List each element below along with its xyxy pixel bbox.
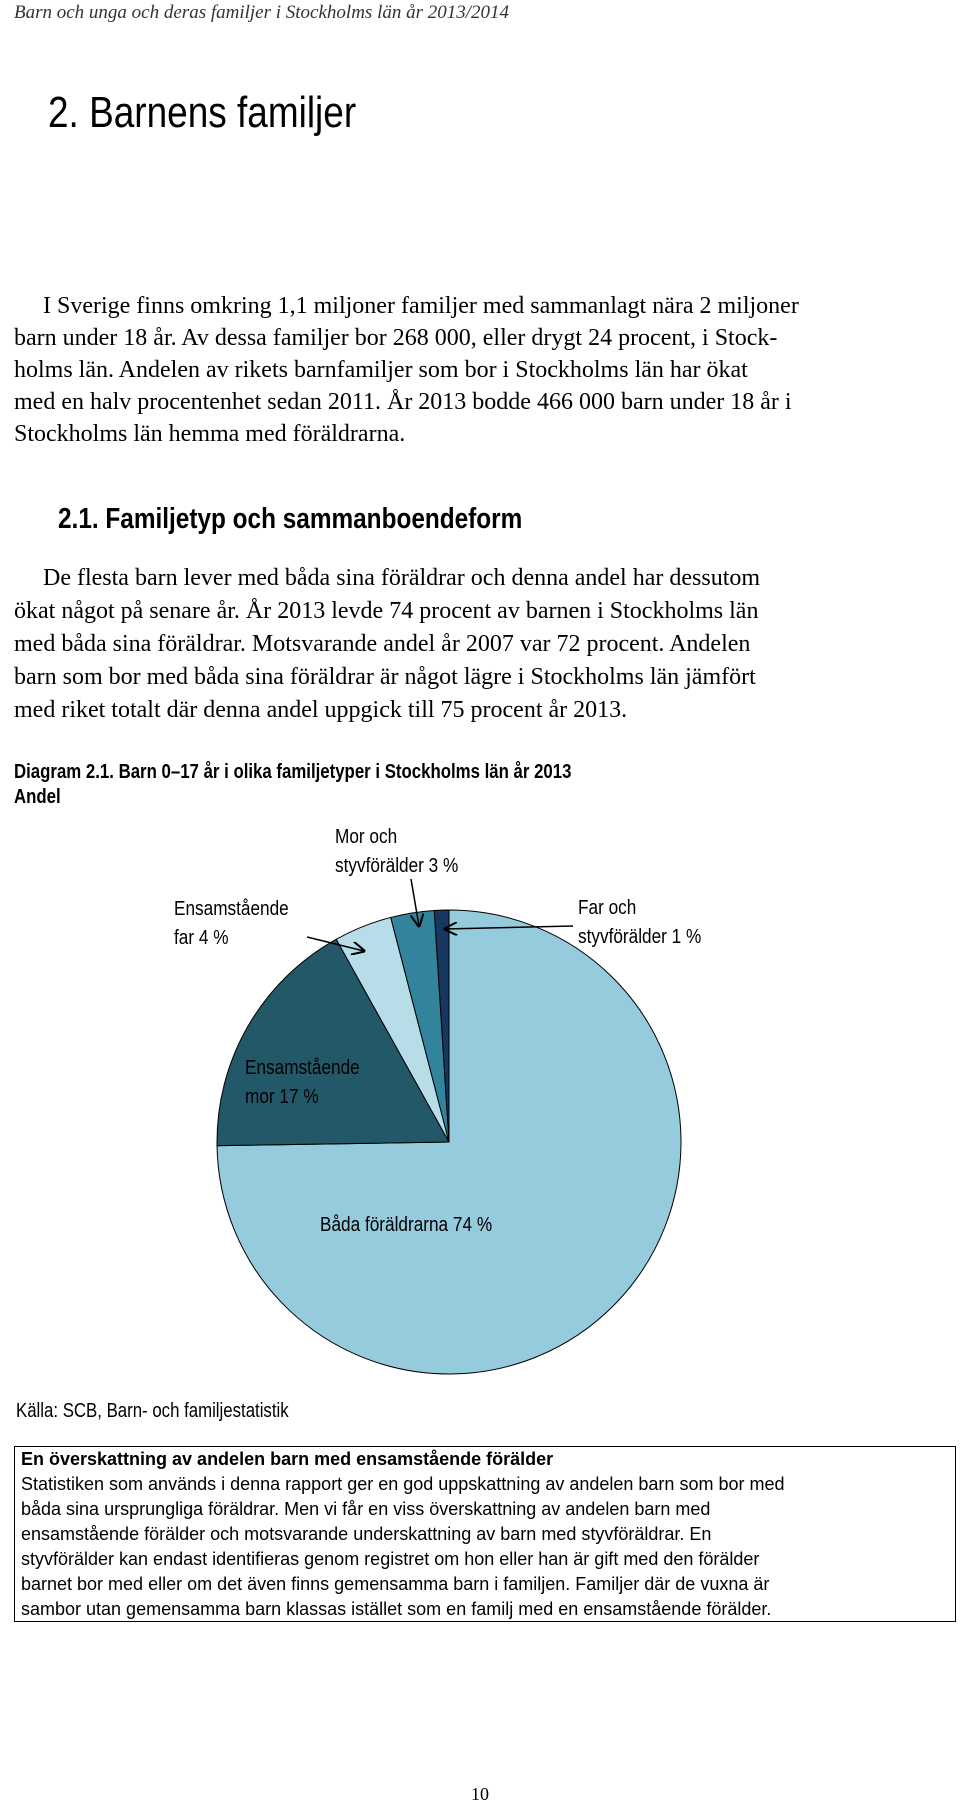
text-line: barn som bor med båda sina föräldrar är … bbox=[14, 664, 756, 690]
page-number: 10 bbox=[471, 1784, 489, 1804]
pie-slice bbox=[433, 909, 450, 1143]
running-header: Barn och unga och deras familjer i Stock… bbox=[14, 2, 510, 23]
slice-label: Båda föräldrarna 74 % bbox=[320, 1211, 595, 1240]
text-line: barnet bor med eller om det även finns g… bbox=[21, 1574, 770, 1594]
chart-subtitle: Andel bbox=[14, 786, 61, 808]
slice-name: Mor och styvförälder bbox=[335, 826, 424, 877]
arrow bbox=[410, 878, 419, 926]
section-paragraph: De flesta barn lever med båda sina föräl… bbox=[14, 562, 760, 727]
slice-value: 4 % bbox=[198, 927, 229, 949]
chart-source: Källa: SCB, Barn- och familjestatistik bbox=[16, 1400, 289, 1422]
text-line: I Sverige finns omkring 1,1 miljoner fam… bbox=[43, 293, 799, 319]
slice-label: Ensamstående mor 17 % bbox=[245, 1054, 365, 1112]
text-line: holms län. Andelen av rikets barnfamilje… bbox=[14, 357, 748, 383]
slice-label: Far och styvförälder 1 % bbox=[578, 894, 720, 952]
text-line: styvförälder kan endast identifieras gen… bbox=[21, 1549, 760, 1569]
text-line: med en halv procentenhet sedan 2011. År … bbox=[14, 389, 792, 415]
text-line: Statistiken som används i denna rapport … bbox=[21, 1474, 785, 1494]
slice-name: Båda föräldrarna bbox=[320, 1214, 449, 1236]
chart-title: Diagram 2.1. Barn 0–17 år i olika familj… bbox=[14, 761, 572, 783]
text-line: sambor utan gemensamma barn klassas istä… bbox=[21, 1599, 772, 1619]
section-heading: 2.1. Familjetyp och sammanboendeform bbox=[58, 503, 523, 535]
slice-name: Ensamstående mor bbox=[245, 1057, 360, 1108]
slice-value: 17 % bbox=[279, 1086, 319, 1108]
intro-paragraph: I Sverige finns omkring 1,1 miljoner fam… bbox=[14, 290, 799, 450]
page-title: 2. Barnens familjer bbox=[48, 88, 357, 137]
text-line: De flesta barn lever med båda sina föräl… bbox=[43, 565, 761, 591]
slice-value: 74 % bbox=[452, 1214, 493, 1236]
text-line: båda sina ursprungliga föräldrar. Men vi… bbox=[21, 1499, 711, 1519]
arrow bbox=[445, 926, 574, 929]
text-line: barn under 18 år. Av dessa familjer bor … bbox=[14, 325, 778, 351]
arrow bbox=[306, 936, 364, 951]
text-line: Stockholms län hemma med föräldrarna. bbox=[14, 421, 406, 447]
info-box: En överskattning av andelen barn med ens… bbox=[14, 1446, 956, 1622]
text-line: ensamstående förälder och motsvarande un… bbox=[21, 1524, 712, 1544]
slice-label: Mor och styvförälder 3 % bbox=[335, 823, 477, 881]
text-line: med riket totalt där denna andel uppgick… bbox=[14, 697, 628, 723]
slice-label: Ensamstående far 4 % bbox=[174, 895, 294, 953]
slice-name: Far och styvförälder bbox=[578, 897, 667, 948]
box-title: En överskattning av andelen barn med ens… bbox=[21, 1449, 554, 1469]
slice-value: 1 % bbox=[671, 926, 702, 948]
pie-slice bbox=[216, 938, 450, 1147]
slice-name: Ensamstående far bbox=[174, 898, 289, 949]
text-line: med båda sina föräldrar. Motsvarande and… bbox=[14, 631, 751, 657]
text-line: ökat något på senare år. År 2013 levde 7… bbox=[14, 598, 759, 624]
slice-value: 3 % bbox=[428, 855, 459, 877]
